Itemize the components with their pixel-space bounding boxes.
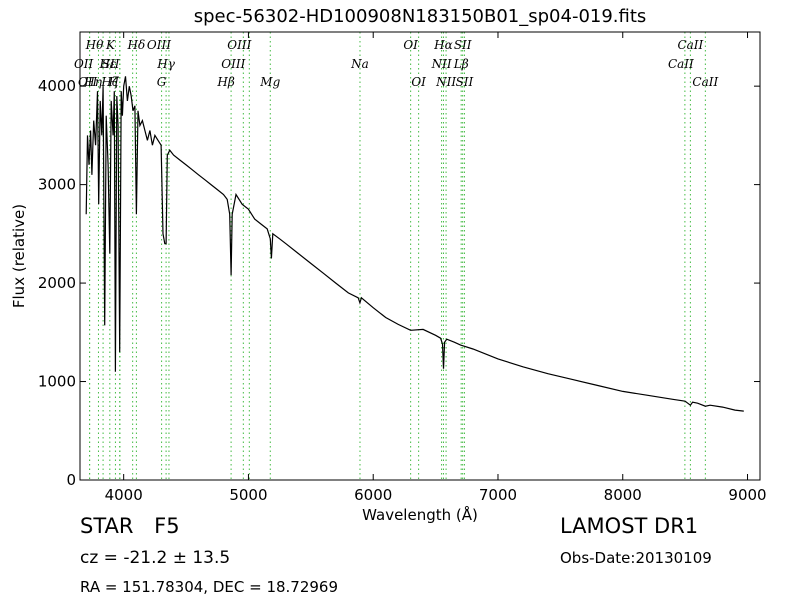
line-marker-label: Hγ — [156, 57, 175, 71]
x-tick-label: 9000 — [728, 486, 766, 504]
y-tick-label: 1000 — [38, 373, 76, 391]
line-marker-label: OII — [74, 57, 94, 71]
line-marker-label: NII — [431, 57, 452, 71]
x-tick-label: 7000 — [479, 486, 517, 504]
survey-name: LAMOST DR1 — [560, 514, 699, 538]
line-marker-label: G — [157, 75, 167, 89]
line-marker-label: CaII — [668, 57, 694, 71]
chart-title: spec-56302-HD100908N183150B01_sp04-019.f… — [194, 6, 647, 27]
plot-frame — [79, 31, 761, 481]
x-tick-label: 4000 — [105, 486, 143, 504]
object-class: STAR F5 — [80, 514, 180, 538]
line-marker-label: Na — [350, 57, 369, 71]
y-tick-label: 2000 — [38, 274, 76, 292]
x-axis-ticks: 4000 5000 6000 7000 8000 9000 — [105, 32, 767, 504]
x-tick-label: 5000 — [229, 486, 267, 504]
line-marker-label: Hη — [83, 75, 102, 89]
line-marker-label: OIII — [147, 38, 171, 52]
line-marker-label: K — [105, 38, 116, 52]
line-marker-label: Hζ — [100, 75, 119, 89]
redshift-value: cz = -21.2 ± 13.5 — [80, 548, 231, 568]
line-marker-label: Hε — [98, 57, 116, 71]
line-marker-label: SII — [456, 75, 474, 89]
x-axis-label: Wavelength (Å) — [362, 505, 478, 524]
spectrum-line — [85, 76, 744, 412]
line-marker-label: Hα — [433, 38, 453, 52]
line-marker-label: Mg — [259, 75, 280, 89]
line-marker-label: Hδ — [127, 38, 146, 52]
line-marker-label: NII — [435, 75, 456, 89]
line-marker-label: OIII — [227, 38, 251, 52]
plot-area — [80, 32, 760, 480]
coordinates-value: RA = 151.78304, DEC = 18.72969 — [80, 578, 339, 596]
line-marker-label: CaII — [692, 75, 718, 89]
object-class-value: STAR — [80, 514, 134, 538]
line-marker-label: CaII — [677, 38, 703, 52]
line-marker-label: OIII — [221, 57, 245, 71]
y-tick-label: 4000 — [38, 77, 76, 95]
object-subclass-value: F5 — [154, 514, 180, 538]
line-marker-label: OII — [78, 75, 98, 89]
line-marker-label: SII — [102, 57, 120, 71]
line-marker-label: OI — [403, 38, 418, 52]
line-marker-label: OI — [411, 75, 426, 89]
y-axis-ticks: 0 1000 2000 3000 4000 — [38, 77, 760, 489]
y-tick-label: 3000 — [38, 176, 76, 194]
line-marker-label: Hβ — [216, 75, 234, 89]
x-tick-label: 6000 — [354, 486, 392, 504]
y-tick-label: 0 — [66, 471, 76, 489]
line-marker-label: H — [107, 75, 119, 89]
line-marker-label: Lβ — [453, 57, 469, 71]
observation-date: Obs-Date:20130109 — [560, 549, 712, 567]
line-marker-label: Hθ — [85, 38, 104, 52]
y-axis-label: Flux (relative) — [10, 204, 28, 308]
line-marker-label: SII — [454, 38, 472, 52]
x-tick-label: 8000 — [604, 486, 642, 504]
